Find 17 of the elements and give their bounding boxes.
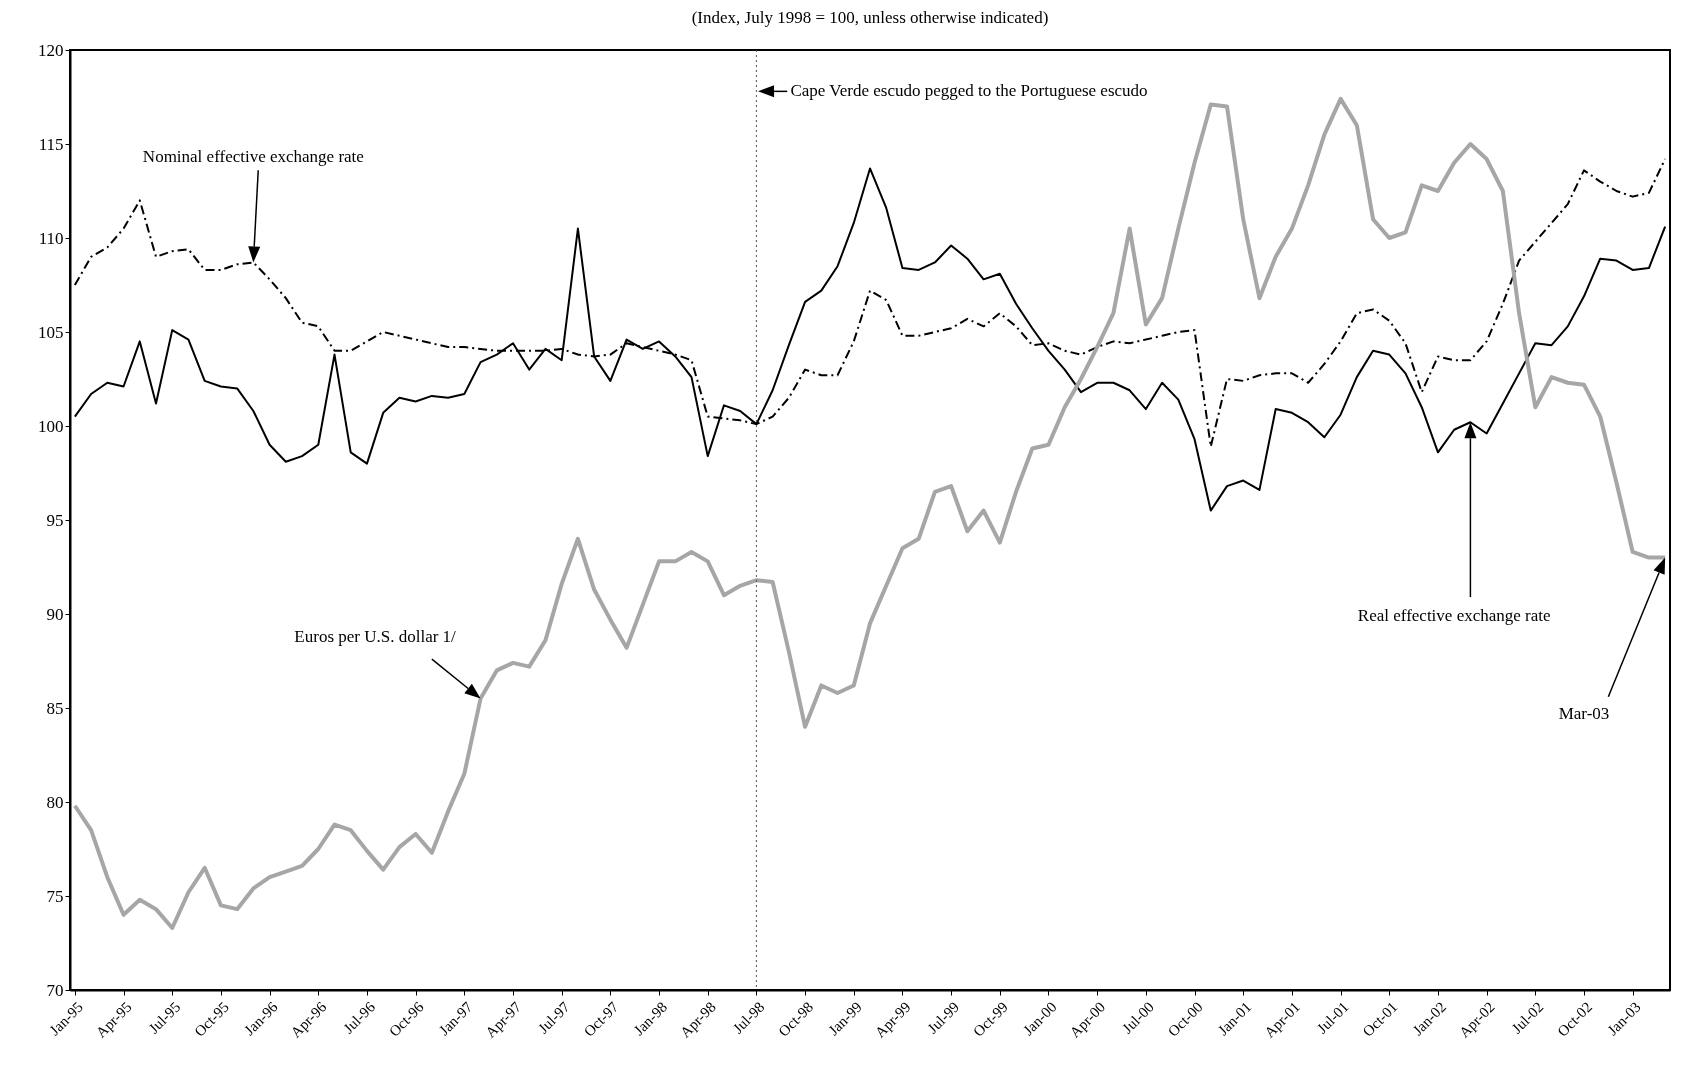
ref-line-label: Cape Verde escudo pegged to the Portuguese escudo [790,81,1148,101]
y-tick-label: 105 [38,322,64,342]
y-tick-label: 120 [38,40,64,60]
annotation: Mar-03 [1558,703,1610,723]
y-tick-label: 110 [38,228,64,248]
y-tick-label: 85 [46,698,64,718]
text: Euros per U.S. dollar 1/ [294,626,457,646]
y-tick-label: 100 [38,416,64,436]
chart-title: (Index, July 1998 = 100, unless otherwise indicated) [691,8,1049,27]
text: Nominal effective exchange rate [142,147,364,167]
y-tick-label: 70 [46,980,64,1000]
y-tick-label: 75 [46,886,64,906]
text: Real effective exchange rate [1357,605,1551,625]
y-tick-label: 115 [38,134,64,154]
y-tick-label: 80 [46,792,64,812]
y-tick-label: 95 [46,510,64,530]
y-tick-label: 90 [46,604,64,624]
